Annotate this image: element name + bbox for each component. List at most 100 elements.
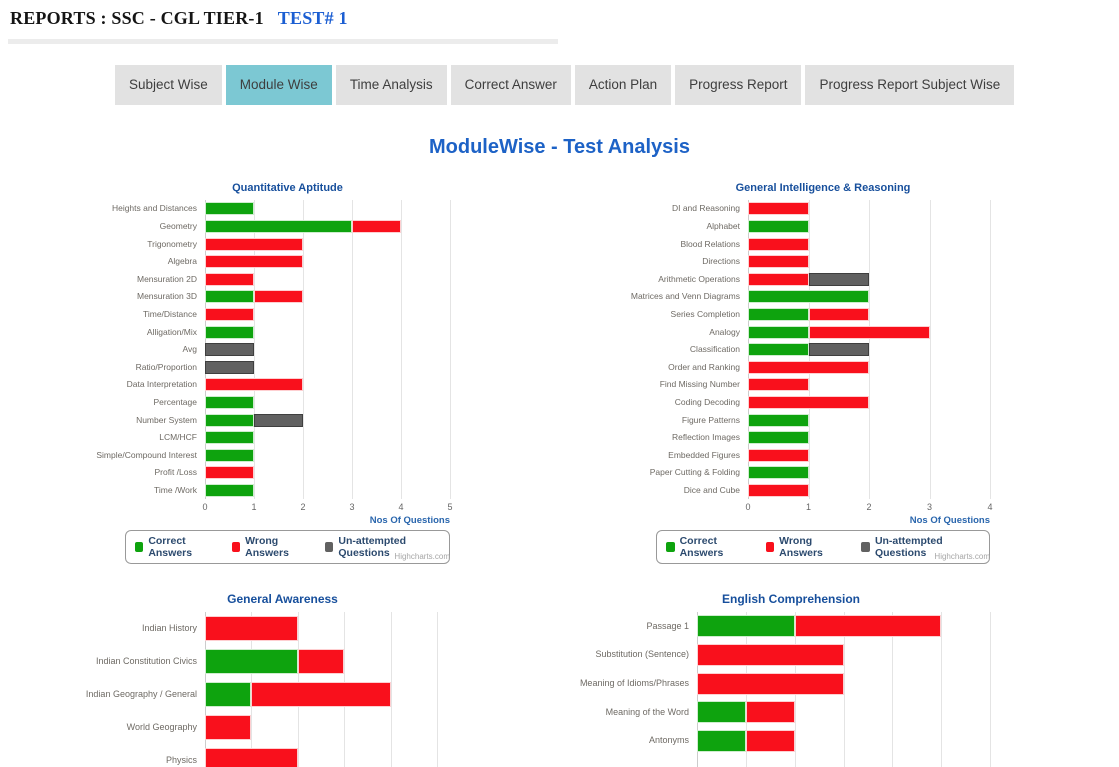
highcharts-credit[interactable]: Highcharts.com — [394, 552, 450, 562]
bar-segment-wrong[interactable] — [205, 378, 303, 392]
category-label: Alligation/Mix — [146, 326, 197, 337]
bar-segment-unattempted[interactable] — [205, 360, 254, 374]
legend-item-wrong-answers[interactable]: Wrong Answers — [765, 535, 848, 559]
legend-item-correct-answers[interactable]: Correct Answers — [666, 535, 752, 559]
bar-segment-correct[interactable] — [697, 729, 746, 752]
bar-segment-wrong[interactable] — [697, 672, 844, 695]
category-label: Passage 1 — [646, 620, 689, 631]
tab-progress-report[interactable]: Progress Report — [675, 65, 802, 105]
category-label: Figure Patterns — [681, 414, 740, 425]
bar-row — [748, 360, 869, 374]
bar-segment-unattempted[interactable] — [808, 272, 869, 286]
x-axis-title: Nos Of Questions — [369, 515, 450, 527]
bar-segment-correct[interactable] — [748, 466, 809, 480]
gridline — [990, 200, 991, 500]
legend-item-wrong-answers[interactable]: Wrong Answers — [231, 535, 311, 559]
x-axis: 0 1 2 3 4 — [656, 502, 992, 514]
legend-label: Correct Answers — [148, 535, 193, 560]
category-label: Physics — [165, 755, 197, 765]
bar-segment-wrong[interactable] — [205, 307, 254, 321]
category-label: LCM/HCF — [159, 432, 197, 443]
bar-row — [205, 413, 303, 427]
bar-row — [205, 682, 391, 707]
bar-segment-correct[interactable] — [748, 413, 809, 427]
axis-tick-label: 2 — [300, 502, 306, 513]
bar-row — [748, 255, 809, 269]
bar-segment-wrong[interactable] — [745, 729, 795, 752]
bar-segment-correct[interactable] — [748, 219, 809, 233]
bar-segment-wrong[interactable] — [205, 272, 254, 286]
bar-segment-wrong[interactable] — [748, 202, 809, 216]
tab-action-plan[interactable]: Action Plan — [574, 65, 672, 105]
bar-segment-correct[interactable] — [748, 290, 869, 304]
bar-row — [205, 343, 254, 357]
tab-subject-wise[interactable]: Subject Wise — [115, 65, 222, 105]
bar-segment-unattempted[interactable] — [205, 343, 254, 357]
bar-segment-wrong[interactable] — [748, 255, 809, 269]
bar-segment-wrong[interactable] — [748, 483, 809, 497]
legend-item-correct-answers[interactable]: Correct Answers — [135, 535, 218, 559]
tab-progress-report-subject-wise[interactable]: Progress Report Subject Wise — [805, 65, 1015, 105]
bar-segment-wrong[interactable] — [251, 682, 391, 707]
bar-segment-correct[interactable] — [697, 615, 795, 638]
bar-segment-wrong[interactable] — [748, 448, 809, 462]
bar-segment-wrong[interactable] — [205, 255, 303, 269]
bar-segment-wrong[interactable] — [808, 307, 869, 321]
bar-segment-wrong[interactable] — [254, 290, 303, 304]
bar-row — [748, 378, 809, 392]
tab-time-analysis[interactable]: Time Analysis — [335, 65, 447, 105]
bar-row — [205, 360, 254, 374]
bar-segment-correct[interactable] — [748, 343, 809, 357]
category-label: Analogy — [709, 326, 740, 337]
bar-segment-correct[interactable] — [205, 325, 254, 339]
tab-module-wise[interactable]: Module Wise — [225, 65, 332, 105]
bar-segment-wrong[interactable] — [748, 378, 809, 392]
bar-segment-wrong[interactable] — [205, 616, 298, 641]
bar-segment-correct[interactable] — [748, 325, 809, 339]
bar-segment-unattempted[interactable] — [254, 413, 303, 427]
gridline — [990, 612, 991, 767]
bar-segment-correct[interactable] — [205, 413, 254, 427]
bar-row — [205, 616, 298, 641]
bar-segment-wrong[interactable] — [352, 219, 401, 233]
bar-segment-correct[interactable] — [205, 682, 252, 707]
bar-segment-correct[interactable] — [205, 395, 254, 409]
gridline — [303, 200, 304, 500]
chart-title: Quantitative Aptitude — [232, 182, 343, 194]
bar-segment-wrong[interactable] — [794, 615, 942, 638]
bar-segment-unattempted[interactable] — [808, 343, 869, 357]
page-title: ModuleWise - Test Analysis — [429, 136, 690, 158]
tab-correct-answer[interactable]: Correct Answer — [450, 65, 571, 105]
header-divider — [8, 39, 558, 44]
bar-segment-correct[interactable] — [205, 431, 254, 445]
legend-item-un-attempted-questions[interactable]: Un-attempted Questions — [861, 535, 980, 559]
bar-segment-correct[interactable] — [205, 202, 254, 216]
bar-segment-correct[interactable] — [205, 448, 254, 462]
bar-segment-correct[interactable] — [748, 431, 809, 445]
bar-segment-wrong[interactable] — [297, 649, 345, 674]
bar-segment-correct[interactable] — [205, 649, 298, 674]
bar-segment-wrong[interactable] — [205, 237, 303, 251]
bar-segment-wrong[interactable] — [745, 701, 795, 724]
bar-segment-correct[interactable] — [205, 290, 254, 304]
bar-segment-wrong[interactable] — [205, 715, 252, 740]
bar-segment-correct[interactable] — [205, 483, 254, 497]
bar-segment-wrong[interactable] — [205, 466, 254, 480]
bar-segment-wrong[interactable] — [748, 272, 809, 286]
category-label: Heights and Distances — [111, 203, 197, 214]
bar-segment-wrong[interactable] — [748, 360, 869, 374]
bar-segment-wrong[interactable] — [205, 748, 298, 767]
bar-segment-wrong[interactable] — [748, 237, 809, 251]
bar-segment-wrong[interactable] — [748, 395, 869, 409]
test-number-link[interactable]: TEST# 1 — [277, 8, 348, 28]
bar-segment-wrong[interactable] — [697, 643, 844, 666]
bar-segment-correct[interactable] — [697, 701, 746, 724]
bar-segment-correct[interactable] — [748, 307, 809, 321]
highcharts-credit[interactable]: Highcharts.com — [934, 552, 990, 562]
bar-row — [697, 615, 942, 638]
bar-segment-correct[interactable] — [205, 219, 352, 233]
legend-item-un-attempted-questions[interactable]: Un-attempted Questions — [325, 535, 440, 559]
bar-segment-wrong[interactable] — [808, 325, 930, 339]
category-label: DI and Reasoning — [671, 203, 740, 214]
axis-tick-label: 1 — [805, 502, 811, 513]
